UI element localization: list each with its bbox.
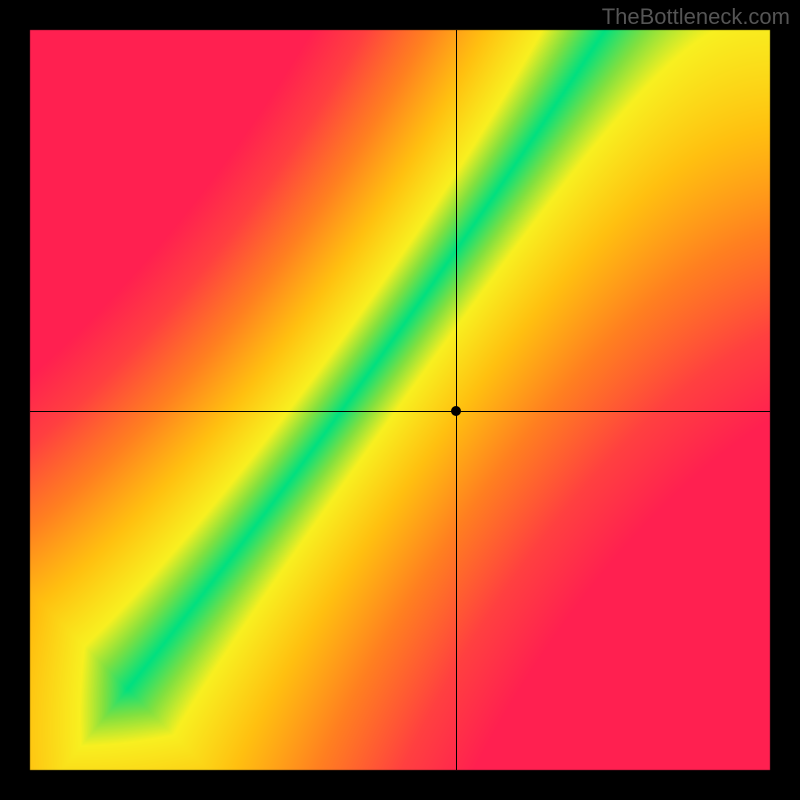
watermark-text: TheBottleneck.com bbox=[602, 4, 790, 30]
heatmap-canvas bbox=[0, 0, 800, 800]
crosshair-marker-dot bbox=[451, 406, 461, 416]
crosshair-horizontal bbox=[30, 411, 770, 412]
crosshair-vertical bbox=[456, 30, 457, 770]
chart-container: TheBottleneck.com bbox=[0, 0, 800, 800]
